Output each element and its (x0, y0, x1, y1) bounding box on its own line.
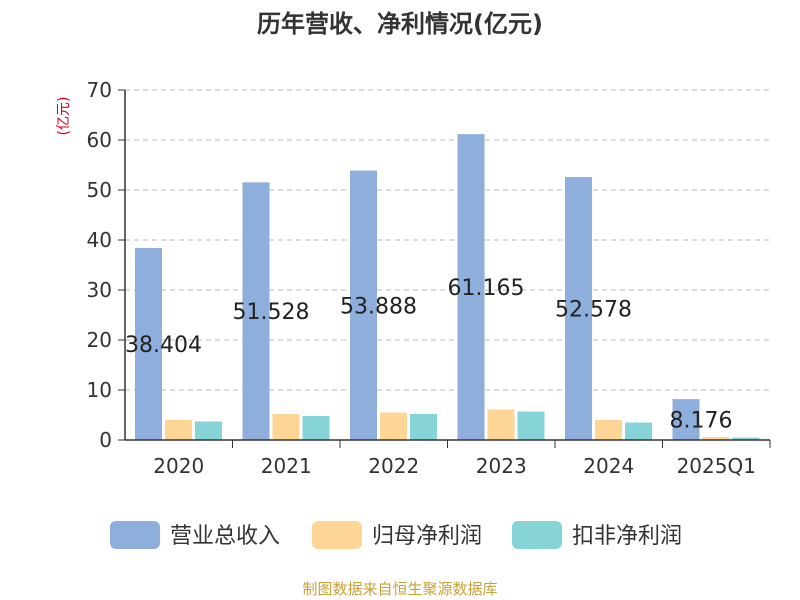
legend-item-扣非净利润[interactable]: 扣非净利润 (512, 521, 682, 549)
bar-营业总收入-2023 (457, 134, 485, 441)
bar-归母净利润-2022 (380, 412, 407, 440)
bar-营业总收入-2025Q1 (672, 399, 700, 440)
legend-label-营业总收入: 营业总收入 (170, 524, 280, 549)
bar-扣非净利润-2020 (195, 421, 222, 440)
data-labels: 38.404 51.528 53.888 61.165 52.578 8.176 (125, 276, 732, 433)
data-label-2025Q1: 8.176 (670, 409, 733, 434)
legend-swatch-营业总收入 (110, 521, 160, 549)
bar-归母净利润-2020 (165, 420, 192, 440)
x-tick-label-2025Q1: 2025Q1 (677, 454, 756, 478)
axes: 0 10 20 30 40 50 60 70 2020 2021 2022 2023 2024 2025Q… (87, 78, 771, 478)
data-label-2022: 53.888 (340, 294, 417, 319)
data-label-2023: 61.165 (448, 276, 525, 301)
legend-label-归母净利润: 归母净利润 (372, 524, 482, 549)
x-tick-label-2023: 2023 (476, 454, 527, 478)
chart-title: 历年营收、净利情况(亿元) (257, 10, 543, 38)
legend[interactable]: 营业总收入 归母净利润 扣非净利润 (110, 521, 682, 549)
y-axis-unit-label: (亿元) (56, 97, 72, 136)
bar-归母净利润-2023 (487, 409, 515, 440)
x-tick-label-2022: 2022 (368, 454, 419, 478)
bar-营业总收入-2020 (135, 247, 162, 440)
gridlines (125, 89, 770, 391)
y-tick-label-30: 30 (87, 278, 112, 302)
data-source-note: 制图数据来自恒生聚源数据库 (302, 580, 497, 598)
y-tick-label-70: 70 (87, 78, 112, 102)
y-tick-label-40: 40 (87, 228, 112, 252)
data-label-2021: 51.528 (233, 300, 310, 325)
bar-扣非净利润-2021 (302, 416, 330, 440)
x-tick-label-2021: 2021 (261, 454, 312, 478)
x-tick-label-2024: 2024 (583, 454, 634, 478)
y-tick-label-60: 60 (87, 128, 112, 152)
x-tick-label-2020: 2020 (153, 454, 204, 478)
bar-扣非净利润-2023 (517, 411, 545, 440)
legend-item-归母净利润[interactable]: 归母净利润 (312, 521, 482, 549)
legend-item-营业总收入[interactable]: 营业总收入 (110, 521, 280, 549)
y-tick-label-10: 10 (87, 378, 112, 402)
y-tick-label-0: 0 (99, 428, 112, 452)
legend-swatch-归母净利润 (312, 521, 362, 549)
y-tick-label-50: 50 (87, 178, 112, 202)
y-tick-label-20: 20 (87, 328, 112, 352)
data-label-2024: 52.578 (555, 298, 632, 323)
bar-扣非净利润-2024 (625, 422, 652, 440)
data-label-2020: 38.404 (125, 333, 202, 358)
legend-label-扣非净利润: 扣非净利润 (572, 524, 682, 549)
bar-扣非净利润-2025Q1 (732, 437, 760, 440)
legend-swatch-扣非净利润 (512, 521, 562, 549)
bar-营业总收入-2021 (242, 182, 270, 441)
bar-扣非净利润-2022 (410, 414, 437, 440)
bar-营业总收入-2024 (565, 177, 592, 441)
bar-营业总收入-2022 (350, 170, 377, 440)
bars (135, 134, 760, 441)
bar-归母净利润-2025Q1 (702, 437, 730, 440)
bar-归母净利润-2024 (595, 420, 622, 440)
bar-归母净利润-2021 (272, 414, 300, 440)
